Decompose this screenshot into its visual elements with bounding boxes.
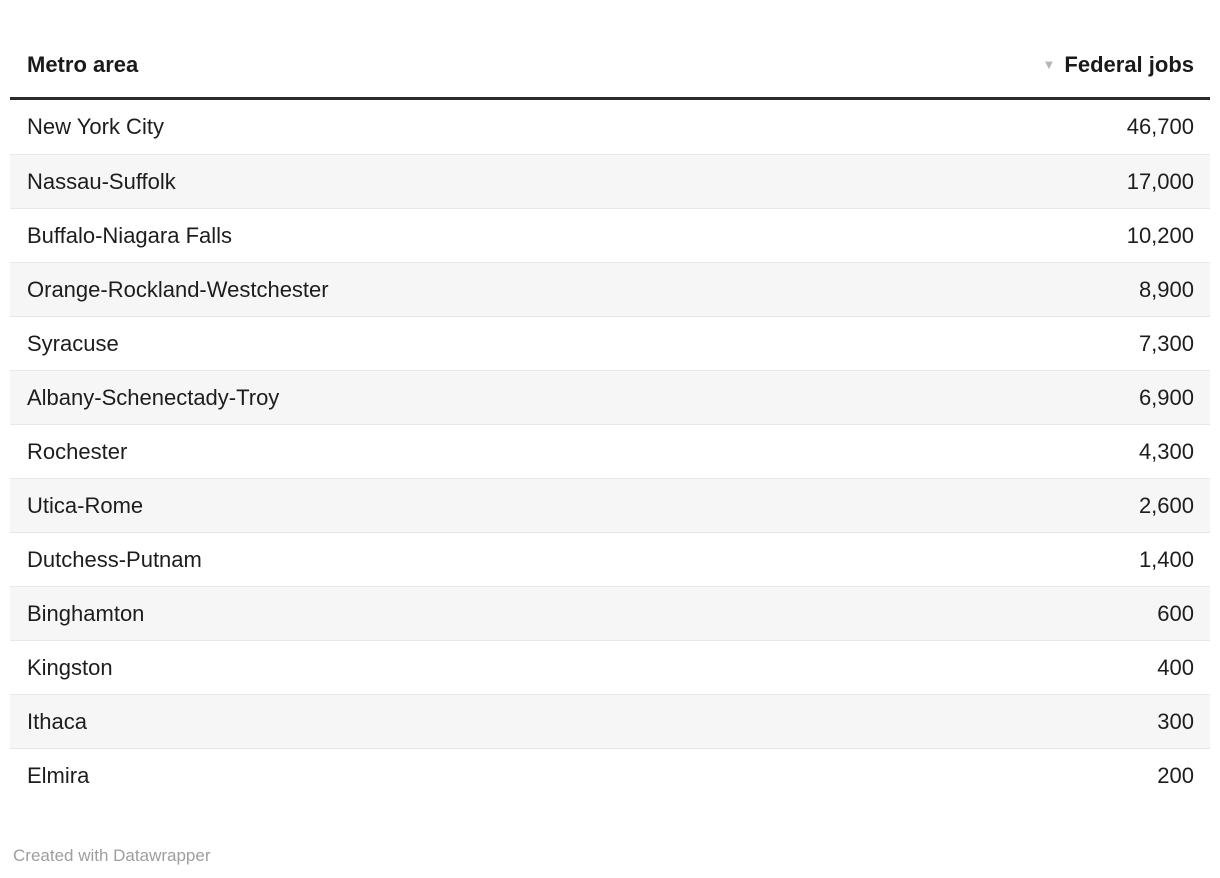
sort-descending-icon: ▼ (1042, 57, 1056, 72)
federal-jobs-cell: 46,700 (1126, 114, 1194, 139)
table-row: Binghamton 600 (10, 586, 1210, 640)
federal-jobs-cell: 6,900 (1138, 384, 1194, 410)
metro-area-cell: Orange-Rockland-Westchester (27, 276, 329, 302)
attribution: Created with Datawrapper (13, 846, 211, 865)
federal-jobs-cell: 10,200 (1126, 222, 1194, 248)
metro-area-cell: Albany-Schenectady-Troy (27, 384, 280, 410)
table-row: Utica-Rome 2,600 (10, 478, 1210, 532)
federal-jobs-cell: 7,300 (1138, 330, 1194, 356)
table-row: Ithaca 300 (10, 694, 1210, 748)
metro-area-cell: Rochester (27, 438, 128, 464)
column-header-federal-jobs-label: Federal jobs (1064, 52, 1194, 77)
federal-jobs-cell: 600 (1157, 600, 1194, 626)
metro-area-cell: Elmira (27, 762, 90, 788)
table-row: Syracuse 7,300 (10, 316, 1210, 370)
table-row: New York City 46,700 (10, 100, 1210, 154)
federal-jobs-cell: 1,400 (1138, 546, 1194, 572)
metro-area-cell: Dutchess-Putnam (27, 546, 202, 572)
metro-area-cell: Nassau-Suffolk (27, 168, 176, 194)
table-row: Nassau-Suffolk 17,000 (10, 154, 1210, 208)
metro-area-cell: Buffalo-Niagara Falls (27, 222, 233, 248)
metro-area-cell: Kingston (27, 654, 113, 680)
federal-jobs-cell: 200 (1157, 762, 1194, 788)
federal-jobs-cell: 300 (1157, 708, 1194, 734)
table-row: Orange-Rockland-Westchester 8,900 (10, 262, 1210, 316)
table-body: New York City 46,700 Nassau-Suffolk 17,000 B… (10, 100, 1210, 802)
metro-area-cell: Ithaca (27, 708, 87, 734)
metro-area-cell: Binghamton (27, 600, 145, 626)
data-table: Metro area ▼ Federal jobs New York City 4… (10, 0, 1210, 802)
federal-jobs-cell: 4,300 (1138, 438, 1194, 464)
table-row: Rochester 4,300 (10, 424, 1210, 478)
metro-area-cell: New York City (27, 114, 164, 139)
table-row: Dutchess-Putnam 1,400 (10, 532, 1210, 586)
table-header: Metro area ▼ Federal jobs (10, 0, 1210, 100)
metro-area-cell: Utica-Rome (27, 492, 144, 518)
table-row: Albany-Schenectady-Troy 6,900 (10, 370, 1210, 424)
table-row: Buffalo-Niagara Falls 10,200 (10, 208, 1210, 262)
federal-jobs-cell: 2,600 (1138, 492, 1194, 518)
column-header-federal-jobs[interactable]: ▼ Federal jobs (1043, 52, 1194, 78)
federal-jobs-cell: 8,900 (1138, 276, 1194, 302)
federal-jobs-cell: 17,000 (1126, 168, 1194, 194)
table-row: Elmira 200 (10, 748, 1210, 802)
federal-jobs-cell: 400 (1157, 654, 1194, 680)
table-row: Kingston 400 (10, 640, 1210, 694)
metro-area-cell: Syracuse (27, 330, 119, 356)
column-header-metro-area[interactable]: Metro area (27, 52, 139, 77)
